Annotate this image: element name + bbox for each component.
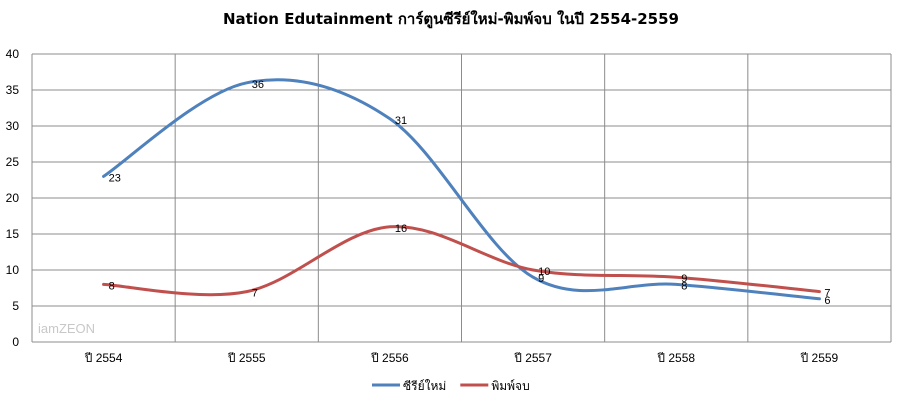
chart-title: Nation Edutainment การ์ตูนซีรีย์ใหม่-พิม… <box>223 10 679 29</box>
watermark: iamZEON <box>38 321 95 336</box>
data-label: 6 <box>824 295 830 307</box>
legend: ซีรีย์ใหม่ พิมพ์จบ <box>372 379 530 393</box>
legend-item-2: พิมพ์จบ <box>460 379 530 393</box>
x-tick-label: ปี 2554 <box>84 351 123 365</box>
legend-item-1-label: ซีรีย์ใหม่ <box>403 379 446 393</box>
y-tick-label: 5 <box>12 299 19 313</box>
data-label: 7 <box>824 288 830 300</box>
y-tick-label: 0 <box>12 335 19 349</box>
y-tick-label: 10 <box>6 263 20 277</box>
legend-item-1: ซีรีย์ใหม่ <box>372 379 446 393</box>
data-label: 8 <box>681 280 687 292</box>
data-label: 9 <box>538 273 544 285</box>
y-tick-label: 15 <box>6 227 20 241</box>
axes: 0 5 10 15 20 25 30 35 40 ปี 2554 ปี 2555 ปี 2556 ปี … <box>6 47 839 365</box>
data-label: 23 <box>109 172 121 184</box>
x-tick-label: ปี 2559 <box>800 351 839 365</box>
data-label: 16 <box>395 223 407 235</box>
series-line-1 <box>102 78 821 301</box>
series-line-2 <box>102 225 821 297</box>
y-tick-label: 35 <box>6 83 20 97</box>
data-label: 8 <box>109 280 115 292</box>
y-tick-label: 30 <box>6 119 20 133</box>
x-tick-label: ปี 2556 <box>371 351 410 365</box>
data-label: 36 <box>252 79 264 91</box>
data-label: 10 <box>538 266 550 278</box>
series-group <box>102 78 821 301</box>
y-tick-label: 25 <box>6 155 20 169</box>
data-label: 9 <box>681 273 687 285</box>
y-tick-label: 20 <box>6 191 20 205</box>
y-tick-label: 40 <box>6 47 20 61</box>
legend-item-2-label: พิมพ์จบ <box>491 379 529 393</box>
data-label: 31 <box>395 115 407 127</box>
x-tick-label: ปี 2557 <box>514 351 553 365</box>
data-label: 7 <box>252 288 258 300</box>
x-tick-label: ปี 2555 <box>227 351 266 365</box>
x-tick-label: ปี 2558 <box>657 351 696 365</box>
